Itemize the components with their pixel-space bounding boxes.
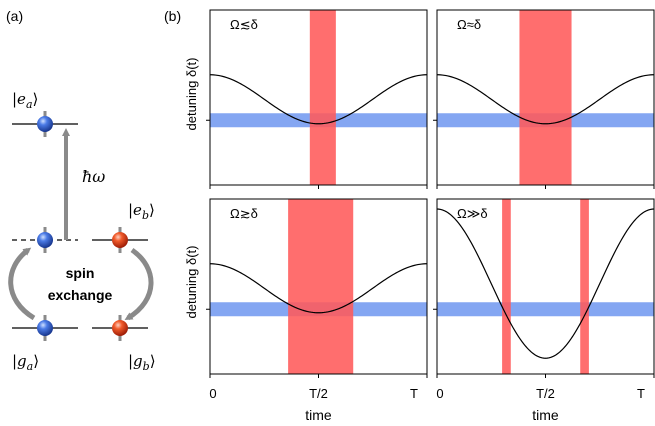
subplot-4-xtick-label-2: T/2: [536, 386, 555, 401]
ylabel-bottom: detuning δ(t): [184, 246, 199, 319]
subplot-3-xlabel: time: [305, 407, 332, 423]
subplot-2-pulse-1: [519, 10, 572, 185]
panel-a: (a) |ea⟩ |eb⟩ |ga⟩ |gb⟩ ħω spin exchange: [6, 8, 156, 373]
subplot-4-bg: [437, 199, 654, 374]
subplot-1-curve: [209, 74, 428, 125]
subplot-2-curve: [436, 74, 655, 125]
atom-eb: [112, 227, 128, 253]
panel-a-label: (a): [6, 8, 23, 24]
atom-gb: [112, 315, 128, 341]
atom-ea: [37, 111, 53, 137]
photon-label: ħω: [82, 167, 105, 186]
label-ea: |ea⟩: [12, 90, 38, 111]
panel-b-label: (b): [164, 8, 181, 24]
subplot-3-curve: [209, 263, 428, 314]
label-gb: |gb⟩: [128, 352, 156, 373]
subplot-3-title: Ω≳δ: [230, 206, 258, 221]
subplot-4-pulse-1: [502, 199, 511, 374]
subplot-3-xtick-label-1: 0: [209, 386, 216, 401]
subplot-1-pulse-1: [309, 10, 336, 185]
subplot-4-resonance-band: [437, 302, 654, 317]
panel-b: (b) detuning δ(t) detuning δ(t) Ω≲δ Ω≈δ Ω≳…: [164, 8, 655, 423]
subplot-4-title: Ω≫δ: [457, 206, 488, 221]
subplot-2-title: Ω≈δ: [457, 17, 481, 32]
exchange-arrow-left: [8, 247, 36, 321]
subplot-4-curve: [436, 208, 655, 359]
exchange-label-line1: spin: [66, 265, 95, 281]
label-eb: |eb⟩: [128, 201, 155, 222]
exchange-label-line2: exchange: [48, 287, 113, 303]
label-ga: |ga⟩: [12, 352, 39, 373]
ylabel-top: detuning δ(t): [184, 58, 199, 131]
subplot-4-xtick-label-1: 0: [436, 386, 443, 401]
subplot-3-xtick-label-3: T: [410, 386, 418, 401]
atom-ga: [37, 315, 53, 341]
subplot-4-xtick-label-3: T: [637, 386, 645, 401]
subplot-1-title: Ω≲δ: [230, 17, 258, 32]
exchange-arrow-right: [124, 247, 154, 321]
subplot-4-pulse-2: [580, 199, 589, 374]
subplot-3-xtick-label-2: T/2: [309, 386, 328, 401]
atom-virtual: [37, 227, 53, 253]
subplot-4-xlabel: time: [532, 407, 559, 423]
subplot-3-pulse-1: [288, 199, 354, 374]
